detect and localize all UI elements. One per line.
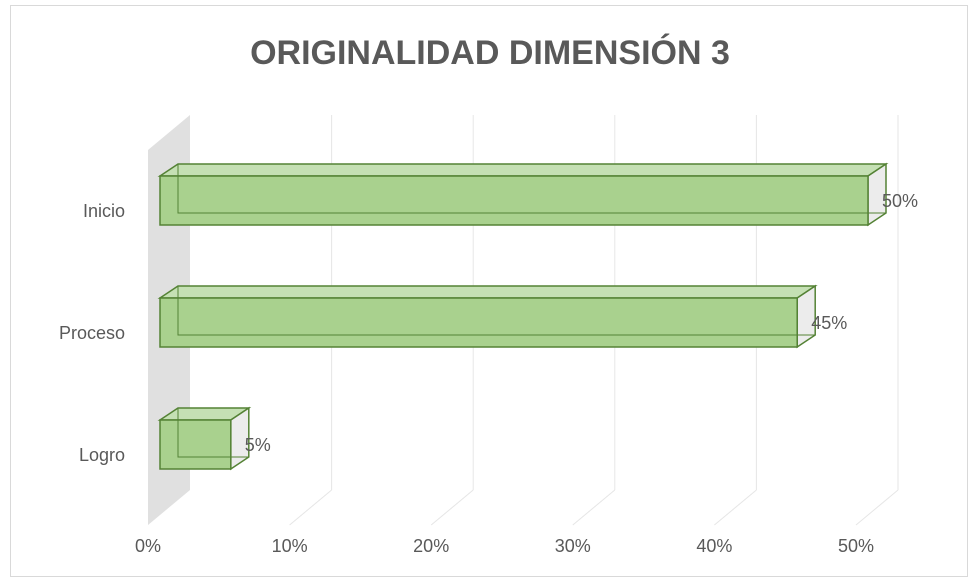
grid-floor-line [714, 489, 757, 526]
y-tick-label: Proceso [59, 323, 125, 343]
bar-inner-edge [177, 286, 816, 336]
bar-top [157, 163, 889, 177]
y-tick-label: Logro [79, 445, 125, 465]
bar [159, 419, 232, 470]
bar-inner-edge [177, 164, 886, 214]
grid-floor-line [430, 489, 474, 526]
value-label: 5% [245, 435, 271, 455]
x-tick-label: 50% [838, 536, 874, 556]
x-tick-label: 30% [555, 536, 591, 556]
x-tick-label: 40% [696, 536, 732, 556]
value-label: 45% [811, 313, 847, 333]
bar [159, 175, 869, 226]
x-tick-label: 0% [135, 536, 161, 556]
chart-title: ORIGINALIDAD DIMENSIÓN 3 [250, 34, 730, 72]
bar [159, 297, 798, 348]
x-tick-label: 20% [413, 536, 449, 556]
grid-floor-line [289, 489, 332, 526]
value-label: 50% [882, 191, 918, 211]
y-tick-label: Inicio [83, 201, 125, 221]
x-tick-label: 10% [272, 536, 308, 556]
grid-floor-line [855, 489, 899, 526]
grid-floor-line [572, 489, 616, 526]
bar-inner-edge [177, 408, 249, 458]
bar-top [157, 285, 818, 299]
